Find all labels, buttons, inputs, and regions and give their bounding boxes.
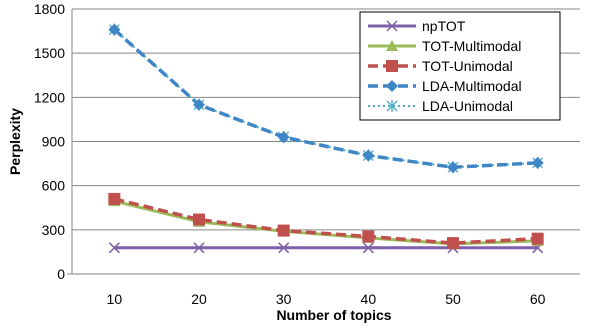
legend-item-tot-unimodal: TOT-Unimodal bbox=[368, 58, 513, 74]
legend-marker-tot-unimodal bbox=[386, 60, 398, 72]
legend-item-lda-unimodal: LDA-Unimodal bbox=[368, 98, 513, 114]
legend-label-tot-unimodal: TOT-Unimodal bbox=[422, 58, 513, 74]
legend-marker-nptot bbox=[386, 20, 398, 32]
legend-label-lda-multimodal: LDA-Multimodal bbox=[422, 78, 522, 94]
point-lda-multimodal-40 bbox=[362, 149, 375, 162]
y-tick-labels: 0 300 600 900 1200 1500 1800 bbox=[34, 1, 65, 282]
point-tot-unimodal-10 bbox=[108, 192, 121, 205]
x-tick-40: 40 bbox=[361, 291, 377, 307]
gridlines bbox=[72, 8, 580, 231]
x-tick-10: 10 bbox=[107, 291, 123, 307]
point-tot-unimodal-50 bbox=[447, 237, 459, 250]
point-tot-unimodal-30 bbox=[277, 224, 290, 237]
point-nptot-10 bbox=[108, 242, 120, 254]
point-lda-multimodal-20 bbox=[193, 98, 205, 111]
x-tick-50: 50 bbox=[445, 291, 461, 307]
x-tick-60: 60 bbox=[530, 291, 546, 307]
series-tot-unimodal bbox=[108, 192, 544, 250]
y-tick-900: 900 bbox=[42, 134, 66, 150]
legend-label-tot-multimodal: TOT-Multimodal bbox=[422, 38, 521, 54]
x-tick-labels: 10 20 30 40 50 60 bbox=[107, 291, 546, 307]
point-lda-multimodal-50 bbox=[447, 161, 459, 174]
legend: npTOT TOT-Multimodal TOT-Unimodal LDA-Multi… bbox=[359, 11, 561, 121]
legend-label-nptot: npTOT bbox=[422, 18, 466, 34]
point-lda-multimodal-30 bbox=[277, 131, 290, 144]
y-tick-1800: 1800 bbox=[34, 1, 65, 17]
data-series bbox=[108, 23, 544, 254]
axes bbox=[67, 9, 580, 275]
point-lda-multimodal-60 bbox=[531, 156, 544, 169]
x-tick-30: 30 bbox=[276, 291, 292, 307]
point-nptot-30 bbox=[278, 242, 290, 254]
series-line-tot-multimodal bbox=[113, 199, 538, 246]
series-line-tot-unimodal bbox=[113, 197, 538, 245]
point-tot-unimodal-60 bbox=[531, 232, 544, 245]
x-tick-20: 20 bbox=[191, 291, 207, 307]
x-axis-label: Number of topics bbox=[276, 307, 391, 323]
legend-marker-tot-multimodal bbox=[386, 40, 398, 51]
y-tick-0: 0 bbox=[57, 266, 65, 282]
point-lda-multimodal-10 bbox=[108, 23, 121, 36]
series-lda-multimodal bbox=[108, 23, 544, 174]
y-tick-300: 300 bbox=[42, 222, 66, 238]
point-nptot-20 bbox=[193, 242, 205, 254]
legend-marker-lda-multimodal bbox=[386, 80, 398, 92]
y-axis-label: Perplexity bbox=[7, 108, 23, 175]
y-tick-1200: 1200 bbox=[34, 89, 65, 105]
point-tot-unimodal-40 bbox=[362, 230, 375, 243]
legend-item-lda-multimodal: LDA-Multimodal bbox=[368, 78, 522, 94]
y-tick-1500: 1500 bbox=[34, 45, 65, 61]
y-tick-600: 600 bbox=[42, 178, 66, 194]
legend-item-nptot: npTOT bbox=[368, 18, 466, 34]
point-tot-unimodal-20 bbox=[193, 213, 205, 226]
point-nptot-40 bbox=[362, 242, 374, 254]
series-line-lda-multimodal bbox=[113, 28, 538, 170]
legend-marker-lda-unimodal bbox=[386, 100, 398, 112]
legend-item-tot-multimodal: TOT-Multimodal bbox=[368, 38, 521, 54]
legend-label-lda-unimodal: LDA-Unimodal bbox=[422, 98, 513, 114]
